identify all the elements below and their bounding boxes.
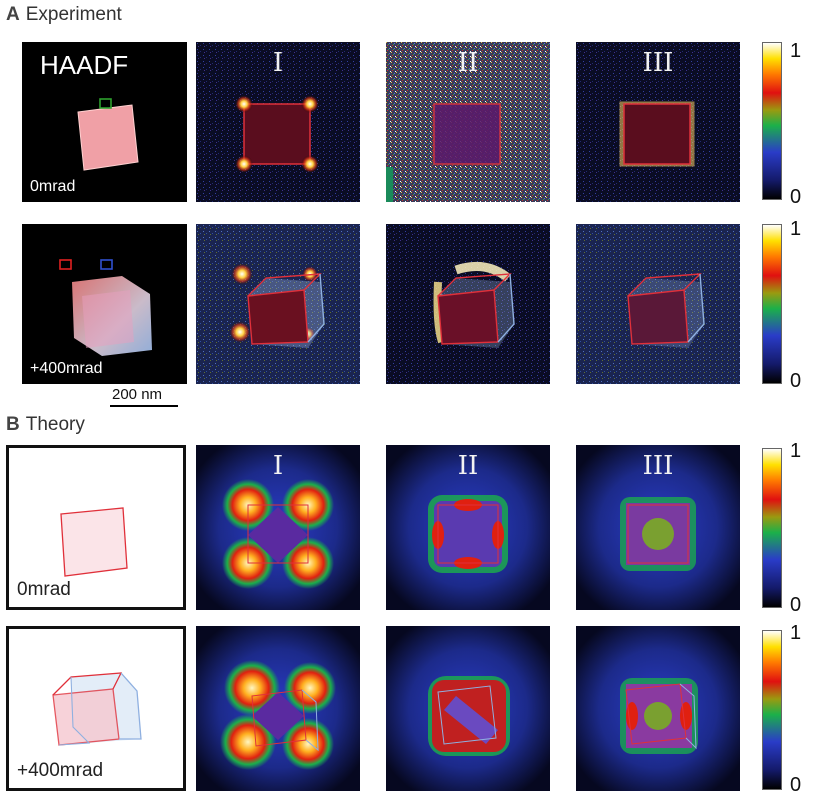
exp-400mrad-mode-1: I bbox=[196, 224, 360, 384]
scalebar bbox=[110, 405, 178, 407]
colorbar-theory-400mrad bbox=[762, 630, 782, 790]
tilt-label-400mrad-exp: +400mrad bbox=[30, 360, 103, 377]
exp-0mrad-mode-3: III bbox=[576, 42, 740, 202]
theory-400mrad-schematic: +400mrad bbox=[6, 626, 186, 791]
mode-label-theory-row1-col1: I bbox=[272, 451, 284, 481]
section-b-letter: B bbox=[6, 414, 20, 435]
exp-400mrad-mode-2 bbox=[386, 224, 550, 384]
theory-400mrad-mode-2 bbox=[386, 626, 550, 791]
exp-400mrad-mode-3 bbox=[576, 224, 740, 384]
theory-0mrad-schematic: 0mrad bbox=[6, 445, 186, 610]
colorbar-max-label-1: 1 bbox=[790, 40, 802, 62]
colorbar-max-label-2: 1 bbox=[790, 218, 802, 240]
section-a-letter: A bbox=[6, 4, 20, 25]
colorbar-exp-0mrad bbox=[762, 42, 782, 200]
haadf-title: HAADF bbox=[40, 50, 129, 80]
section-a-title: Experiment bbox=[25, 4, 122, 25]
colorbar-max-label-4: 1 bbox=[790, 622, 802, 644]
theory-0mrad-mode-1: I bbox=[196, 445, 360, 610]
colorbar-exp-400mrad bbox=[762, 224, 782, 384]
mode-label-exp-row1-col3: III bbox=[642, 48, 674, 78]
colorbar-min-label-1: 0 bbox=[790, 186, 802, 208]
exp-0mrad-mode-1: I bbox=[196, 42, 360, 202]
section-b-title: Theory bbox=[25, 414, 85, 435]
mode-label-exp-row1-col2: II bbox=[457, 48, 479, 78]
theory-400mrad-mode-1 bbox=[196, 626, 360, 791]
colorbar-max-label-3: 1 bbox=[790, 440, 802, 462]
red-roi-marker bbox=[59, 259, 72, 270]
tilt-label-0mrad-exp: 0mrad bbox=[30, 178, 76, 195]
colorbar-min-label-4: 0 bbox=[790, 774, 802, 796]
green-roi-marker bbox=[99, 98, 112, 109]
theory-0mrad-mode-3: III bbox=[576, 445, 740, 610]
haadf-400mrad-panel: +400mrad bbox=[22, 224, 187, 384]
colorbar-min-label-2: 0 bbox=[790, 370, 802, 392]
mode-label-theory-row1-col3: III bbox=[642, 451, 674, 481]
exp-0mrad-mode-2: II bbox=[386, 42, 550, 202]
mode-label-exp-row1-col1: I bbox=[272, 48, 284, 78]
haadf-0mrad-panel: HAADF 0mrad bbox=[22, 42, 187, 202]
tilt-label-400mrad-theory: +400mrad bbox=[17, 760, 104, 781]
tilt-label-0mrad-theory: 0mrad bbox=[17, 579, 71, 600]
section-b-label: B Theory bbox=[6, 414, 85, 436]
scalebar-label: 200 nm bbox=[112, 386, 163, 403]
theory-400mrad-mode-3 bbox=[576, 626, 740, 791]
haadf-0mrad-image bbox=[77, 98, 139, 171]
theory-0mrad-mode-2: II bbox=[386, 445, 550, 610]
blue-roi-marker bbox=[100, 259, 113, 270]
colorbar-theory-0mrad bbox=[762, 448, 782, 608]
haadf-400mrad-image bbox=[59, 259, 152, 356]
mode-label-theory-row1-col2: II bbox=[457, 451, 479, 481]
colorbar-min-label-3: 0 bbox=[790, 594, 802, 616]
section-a-label: A Experiment bbox=[6, 4, 122, 26]
